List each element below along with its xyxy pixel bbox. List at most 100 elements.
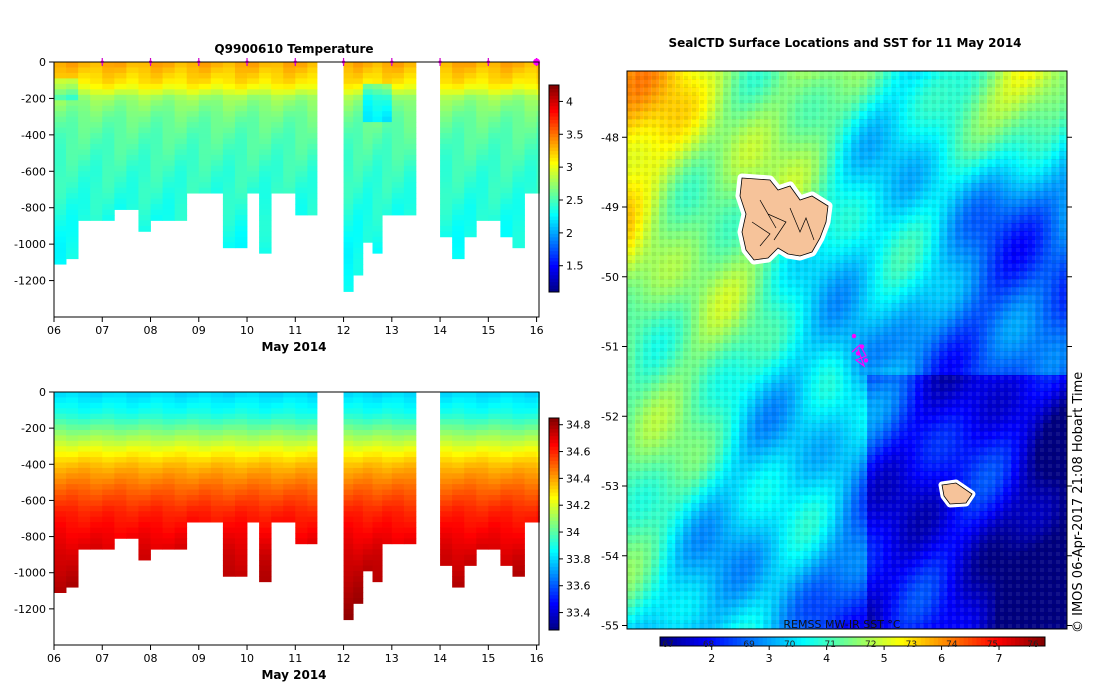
sst-upper-label: 72 — [865, 640, 876, 650]
lat-tick-label: -49 — [601, 201, 619, 214]
colorbar-tick-label: 33.4 — [566, 607, 591, 620]
seal-position — [863, 358, 869, 363]
y-tick-label: -1000 — [14, 238, 46, 251]
y-tick-label: -1200 — [14, 275, 46, 288]
sst-map-frame — [626, 70, 1068, 630]
temperature-plot-frame — [53, 61, 540, 318]
sst-upper-label: 73 — [906, 640, 917, 650]
sst-colorbar: 2 3 4 5 6 767 68 69 70 71 72 73 74 75 76 — [659, 636, 1046, 665]
x-tick-label: 11 — [288, 324, 302, 337]
x-tick-label: 15 — [481, 324, 495, 337]
seal-positions — [851, 333, 869, 368]
colorbar-tick-label: 34 — [566, 526, 580, 539]
salinity-section — [54, 392, 540, 621]
x-tick-label: 09 — [192, 652, 206, 665]
lat-tick-label: -54 — [601, 550, 619, 563]
temperature-colorbar: 1.5 2 2.5 3 3.5 4 — [548, 84, 584, 293]
colorbar-tick-label: 33.8 — [566, 553, 591, 566]
y-tick-label: -600 — [21, 165, 46, 178]
temperature-section — [54, 62, 540, 292]
sst-upper-label: 76 — [1027, 640, 1039, 650]
x-tick-label: 14 — [433, 652, 447, 665]
x-tick-label: 07 — [95, 652, 109, 665]
x-tick-label: 12 — [337, 652, 351, 665]
seal-track-line — [851, 344, 867, 368]
y-tick-label: -800 — [21, 531, 46, 544]
temperature-x-axis: 06 07 08 09 10 11 12 13 14 15 16 — [47, 317, 544, 337]
x-tick-label: 16 — [530, 652, 544, 665]
colorbar-frame — [548, 417, 560, 631]
x-tick-label: 06 — [47, 324, 61, 337]
y-tick-label: -200 — [21, 92, 46, 105]
y-tick-label: 0 — [39, 56, 46, 69]
colorbar-tick-label: 2.5 — [566, 194, 584, 207]
sst-colorbar-tick-label: 4 — [823, 652, 830, 665]
sst-colorbar-frame — [659, 636, 1046, 647]
y-tick-label: -1000 — [14, 567, 46, 580]
imos-credit: © IMOS 06-Apr-2017 21:08 Hobart Time — [1071, 372, 1086, 633]
sst-colorbar-tick-label: 2 — [708, 652, 715, 665]
x-tick-label: 13 — [385, 324, 399, 337]
colorbar-tick-label: 34.2 — [566, 499, 591, 512]
colorbar-tick-label: 3.5 — [566, 128, 584, 141]
salinity-colorbar: 33.4 33.6 33.8 34 34.2 34.4 34.6 34.8 — [548, 417, 591, 631]
lat-tick-label: -55 — [601, 620, 619, 633]
x-tick-label: 13 — [385, 652, 399, 665]
sst-colorbar-label: REMSS MW-IR SST °C — [783, 618, 901, 631]
x-tick-label: 08 — [144, 324, 158, 337]
salinity-x-axis: 06 07 08 09 10 11 12 13 14 15 16 — [47, 645, 544, 665]
y-tick-label: -400 — [21, 458, 46, 471]
y-tick-label: 0 — [39, 386, 46, 399]
x-tick-label: 12 — [337, 324, 351, 337]
x-tick-label: 11 — [288, 652, 302, 665]
temperature-y-axis: 0 -200 -400 -600 -800 -1000 -1200 — [14, 56, 54, 288]
x-tick-label: 07 — [95, 324, 109, 337]
lat-tick-label: -48 — [601, 131, 619, 144]
colorbar-tick-label: 3 — [566, 161, 573, 174]
sst-upper-label: 68 — [703, 640, 715, 650]
colorbar-tick-label: 34.6 — [566, 446, 591, 459]
colorbar-tick-label: 4 — [566, 95, 573, 108]
seal-position — [851, 333, 857, 339]
y-tick-label: -600 — [21, 494, 46, 507]
y-tick-label: -200 — [21, 422, 46, 435]
sst-upper-label: 71 — [824, 640, 835, 650]
lat-tick-label: -51 — [601, 341, 619, 354]
sst-upper-label: 69 — [743, 640, 755, 650]
colorbar-tick-label: 33.6 — [566, 580, 591, 593]
sst-colorbar-tick-label: 5 — [881, 652, 888, 665]
x-tick-label: 10 — [240, 652, 254, 665]
temperature-x-axis-label: May 2014 — [261, 340, 326, 354]
colorbar-tick-label: 34.4 — [566, 472, 591, 485]
y-tick-label: -800 — [21, 202, 46, 215]
colorbar-tick-label: 2 — [566, 227, 573, 240]
y-tick-label: -400 — [21, 129, 46, 142]
lat-tick-label: -52 — [601, 410, 619, 423]
x-tick-label: 16 — [530, 324, 544, 337]
x-tick-label: 08 — [144, 652, 158, 665]
y-tick-label: -1200 — [14, 603, 46, 616]
temperature-chart-title: Q9900610 Temperature — [214, 42, 373, 56]
sst-map-lat-axis: -48 -49 -50 -51 -52 -53 -54 -55 — [601, 131, 1072, 633]
sst-upper-label: 67 — [662, 640, 673, 650]
salinity-plot-frame — [53, 391, 540, 646]
colorbar-frame — [548, 84, 560, 293]
x-tick-label: 15 — [481, 652, 495, 665]
lat-tick-label: -50 — [601, 271, 619, 284]
sst-colorbar-tick-label: 7 — [996, 652, 1003, 665]
x-tick-label: 06 — [47, 652, 61, 665]
salinity-y-axis: 0 -200 -400 -600 -800 -1000 -1200 — [14, 386, 54, 616]
sst-colorbar-tick-label: 3 — [766, 652, 773, 665]
lat-tick-label: -53 — [601, 480, 619, 493]
x-tick-label: 10 — [240, 324, 254, 337]
salinity-x-axis-label: May 2014 — [261, 668, 326, 682]
sst-colorbar-tick-label: 6 — [938, 652, 945, 665]
x-tick-label: 14 — [433, 324, 447, 337]
sst-upper-label: 74 — [946, 640, 958, 650]
sst-upper-label: 75 — [987, 640, 998, 650]
colorbar-tick-label: 1.5 — [566, 260, 584, 273]
colorbar-tick-label: 34.8 — [566, 419, 591, 432]
x-tick-label: 09 — [192, 324, 206, 337]
sst-upper-label: 70 — [784, 640, 796, 650]
